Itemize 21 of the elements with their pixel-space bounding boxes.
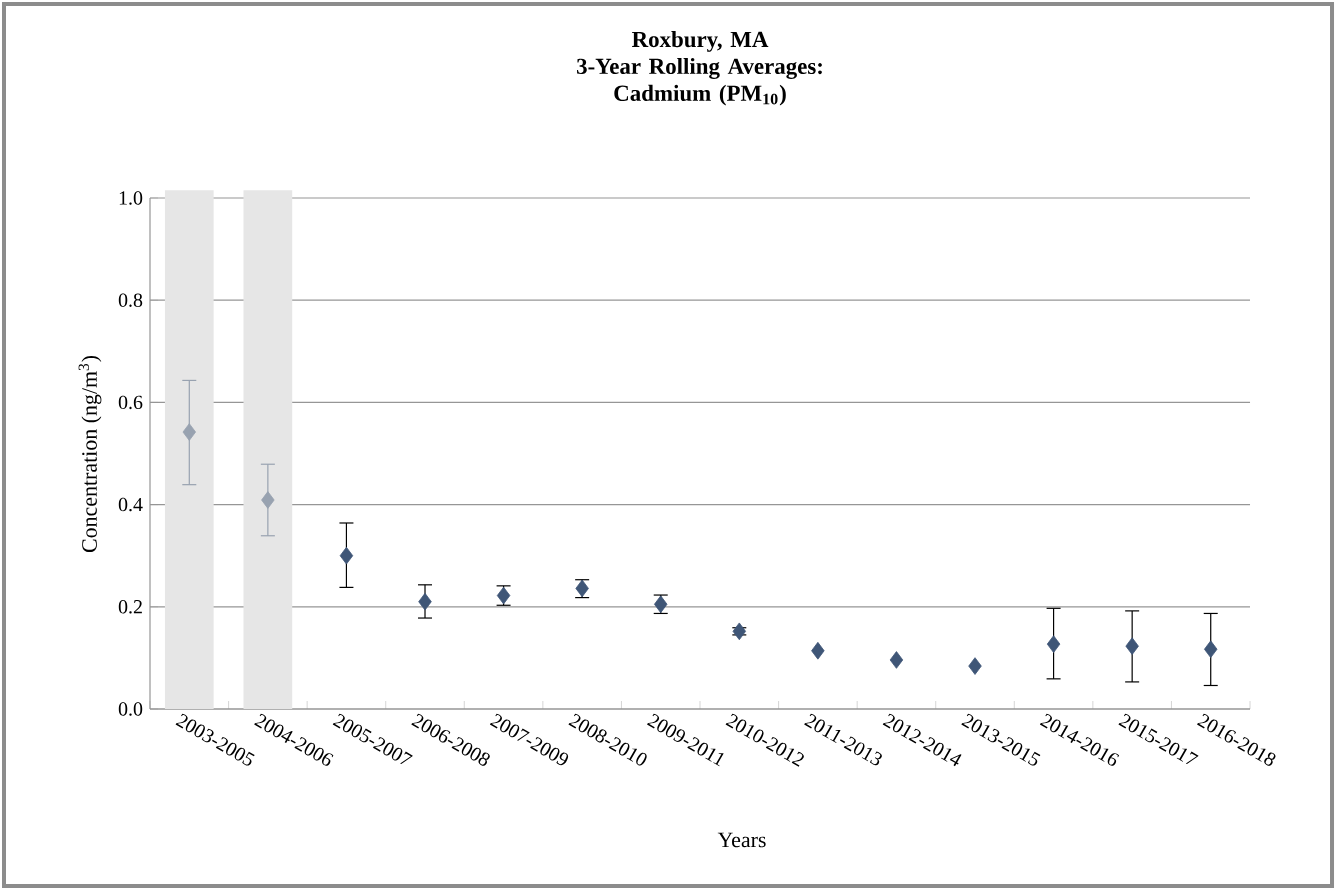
chart-title: Roxbury, MA <box>631 31 769 52</box>
chart-subtitle: 3-Year Rolling Averages: Cadmium (PM$_{10}$) <box>577 57 822 106</box>
point <box>889 651 904 669</box>
y-tick-label: 0.6 <box>118 395 143 410</box>
point <box>968 657 982 675</box>
y-tick-label: 1.0 <box>119 191 143 205</box>
point <box>418 592 432 611</box>
point <box>811 641 825 660</box>
y-tick-label: 0.2 <box>118 600 142 614</box>
point <box>339 546 354 565</box>
point <box>732 622 746 641</box>
x-axis-title: Years <box>717 832 766 848</box>
point <box>182 423 196 441</box>
y-tick-label: 0.8 <box>118 293 143 307</box>
point <box>1204 640 1218 659</box>
y-tick-label: 0.4 <box>118 497 143 512</box>
y-tick-label: 0.0 <box>118 702 143 716</box>
point <box>261 491 275 509</box>
y-axis-title: Concentration (ng/m$^{3}$) <box>78 355 102 553</box>
point <box>1046 635 1061 653</box>
point <box>1125 637 1139 655</box>
